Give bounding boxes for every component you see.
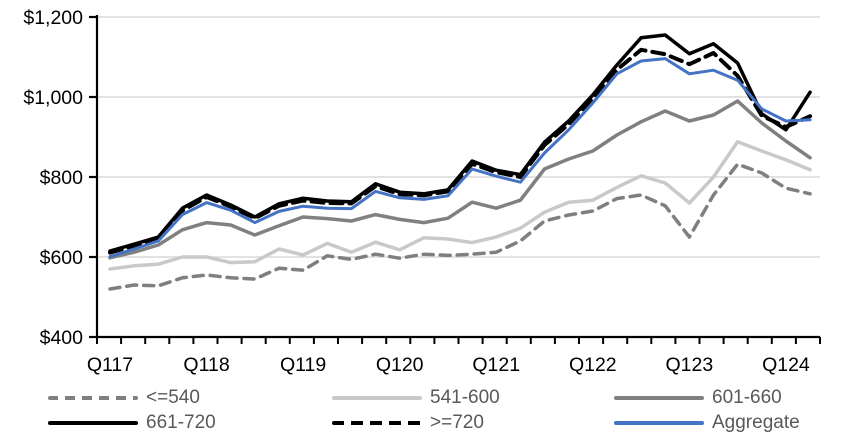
series-line-aggregate (108, 57, 812, 259)
x-axis-label: Q117 (87, 354, 133, 376)
series-line--720 (108, 47, 813, 255)
x-axis-label: Q118 (183, 354, 229, 376)
x-axis-label: Q123 (666, 354, 714, 376)
series-line-601-660 (108, 99, 812, 260)
x-axis-label: Q124 (762, 354, 810, 376)
series-line-541-600 (108, 140, 812, 271)
series-line--540 (108, 162, 812, 291)
x-axis-label: Q119 (280, 354, 326, 376)
y-axis-label: $800 (40, 167, 84, 189)
y-axis-label: $600 (40, 247, 84, 269)
y-axis-label: $1,200 (23, 7, 83, 29)
x-axis-label: Q122 (569, 354, 617, 376)
x-axis-label: Q121 (472, 354, 520, 376)
series-line-661-720 (108, 33, 812, 253)
x-axis-label: Q120 (376, 354, 424, 376)
y-axis-label: $400 (40, 327, 84, 349)
y-axis-label: $1,000 (23, 87, 83, 109)
